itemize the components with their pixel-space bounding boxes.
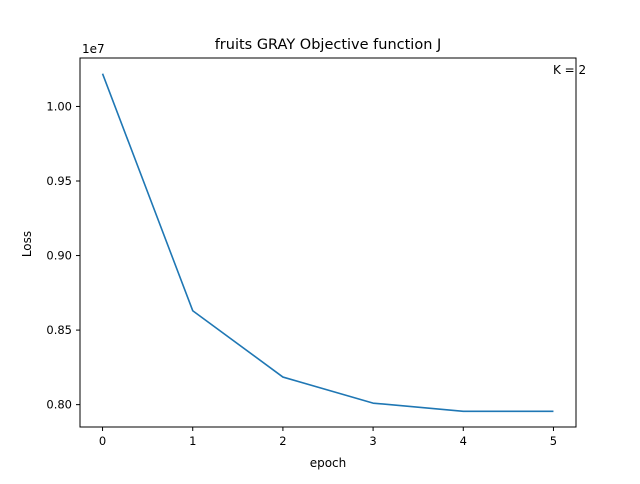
x-tick-label: 0 xyxy=(99,434,106,448)
chart-title: fruits GRAY Objective function J xyxy=(215,37,442,53)
x-tick-label: 4 xyxy=(460,434,467,448)
y-axis-ticks: 0.80 0.85 0.90 0.95 1.00 xyxy=(46,99,80,412)
series-group xyxy=(101,73,554,413)
k-annotation: K = 2 xyxy=(553,63,586,77)
y-axis-label: Loss xyxy=(20,231,34,257)
y-tick-label: 0.80 xyxy=(46,398,72,412)
y-tick-label: 0.90 xyxy=(46,249,72,263)
plot-frame xyxy=(79,57,577,428)
x-axis-label: epoch xyxy=(310,456,347,470)
x-tick-label: 5 xyxy=(550,434,557,448)
y-offset-label: 1e7 xyxy=(82,42,105,56)
x-tick-label: 3 xyxy=(369,434,376,448)
x-axis-ticks: 0 1 2 3 4 5 xyxy=(99,427,557,448)
y-tick-label: 1.00 xyxy=(46,99,72,113)
x-tick-label: 1 xyxy=(189,434,196,448)
y-tick-label: 0.95 xyxy=(46,174,72,188)
loss-line xyxy=(101,73,554,413)
y-tick-label: 0.85 xyxy=(46,323,72,337)
x-tick-label: 2 xyxy=(279,434,286,448)
